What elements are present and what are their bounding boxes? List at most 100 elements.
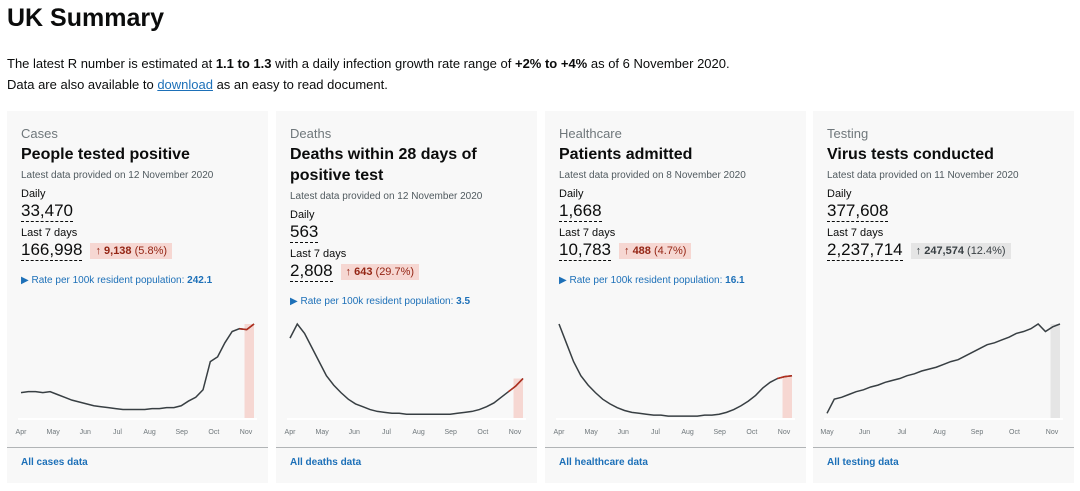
week-label: Last 7 days	[827, 227, 884, 239]
x-tick-label: Jul	[898, 429, 907, 436]
change-badge: ↑ 488 (4.7%)	[619, 243, 692, 259]
card-title: Patients admitted	[559, 146, 693, 163]
x-tick-label: Sep	[444, 429, 457, 436]
daily-value[interactable]: 33,470	[21, 201, 73, 222]
x-tick-label: Apr	[16, 429, 28, 436]
week-value[interactable]: 2,808	[290, 261, 333, 282]
x-tick-label: Sep	[175, 429, 188, 436]
trend-line	[20, 323, 255, 411]
trend-line	[558, 323, 793, 417]
x-tick-label: Aug	[143, 429, 156, 436]
card-category: Deaths	[290, 126, 332, 141]
daily-value[interactable]: 377,608	[827, 201, 889, 222]
download-link[interactable]: download	[157, 77, 213, 92]
daily-label: Daily	[290, 209, 315, 221]
change-badge: ↑ 247,574 (12.4%)	[910, 243, 1011, 259]
sparkline-chart: May Jun Jul Aug Sep Oct Nov	[820, 323, 1063, 436]
x-tick-label: May	[820, 429, 834, 436]
latest-date: Latest data provided on 8 November 2020	[559, 170, 746, 181]
week-value[interactable]: 2,237,714	[827, 240, 903, 261]
daily-label: Daily	[559, 188, 584, 200]
summary-card-cases: Cases People tested positive Latest data…	[7, 111, 268, 483]
trend-line	[826, 323, 1061, 414]
week-label: Last 7 days	[21, 227, 78, 239]
last-7-days-highlight	[1050, 324, 1060, 418]
all-data-link[interactable]: All testing data	[827, 457, 899, 468]
week-value[interactable]: 166,998	[21, 240, 83, 261]
all-data-link[interactable]: All healthcare data	[559, 457, 648, 468]
x-tick-label: Nov	[1046, 429, 1059, 436]
divider	[813, 447, 1074, 448]
daily-value[interactable]: 563	[290, 222, 319, 243]
divider	[545, 447, 806, 448]
change-badge: ↑ 9,138 (5.8%)	[90, 243, 173, 259]
x-tick-label: Jun	[618, 429, 629, 436]
x-tick-label: Sep	[713, 429, 726, 436]
latest-date: Latest data provided on 11 November 2020	[827, 170, 1019, 181]
recent-trend-line	[777, 374, 793, 380]
daily-label: Daily	[827, 188, 852, 200]
x-tick-label: May	[585, 429, 599, 436]
daily-value[interactable]: 1,668	[559, 201, 602, 222]
sparkline-chart: Apr May Jun Jul Aug Sep Oct Nov	[16, 323, 257, 436]
intro-download: Data are also available to download as a…	[7, 77, 388, 92]
card-title: People tested positive	[21, 146, 190, 163]
x-tick-label: Nov	[778, 429, 791, 436]
latest-date: Latest data provided on 12 November 2020	[290, 191, 483, 202]
x-tick-label: Apr	[285, 429, 297, 436]
trend-line	[289, 322, 524, 415]
x-tick-label: Jul	[382, 429, 391, 436]
week-value[interactable]: 10,783	[559, 240, 611, 261]
rate-toggle[interactable]: ▶ Rate per 100k resident population: 3.5	[290, 296, 471, 307]
all-data-link[interactable]: All deaths data	[290, 457, 362, 468]
triangle-right-icon: ▶	[290, 296, 298, 307]
x-tick-label: Jun	[859, 429, 870, 436]
x-tick-label: Nov	[240, 429, 253, 436]
x-tick-label: Sep	[971, 429, 984, 436]
x-tick-label: Oct	[477, 429, 488, 436]
divider	[276, 447, 537, 448]
summary-card-testing: Testing Virus tests conducted Latest dat…	[813, 111, 1074, 483]
change-badge: ↑ 643 (29.7%)	[340, 264, 420, 280]
x-tick-label: Jun	[80, 429, 91, 436]
sparkline-chart: Apr May Jun Jul Aug Sep Oct Nov	[554, 323, 795, 436]
arrow-up-icon: ↑	[915, 245, 922, 257]
x-tick-label: Aug	[681, 429, 694, 436]
x-tick-label: Jul	[113, 429, 122, 436]
last-7-days-highlight	[782, 375, 792, 418]
x-tick-label: Oct	[1009, 429, 1020, 436]
last-7-days-highlight	[513, 378, 523, 418]
x-tick-label: Apr	[554, 429, 566, 436]
x-tick-label: May	[316, 429, 330, 436]
x-tick-label: Jul	[651, 429, 660, 436]
intro-r-number: The latest R number is estimated at 1.1 …	[7, 56, 730, 71]
week-label: Last 7 days	[559, 227, 616, 239]
latest-date: Latest data provided on 12 November 2020	[21, 170, 214, 181]
triangle-right-icon: ▶	[559, 275, 567, 286]
all-data-link[interactable]: All cases data	[21, 457, 88, 468]
recent-trend-line	[239, 323, 255, 331]
x-tick-label: Nov	[509, 429, 522, 436]
page-title: UK Summary	[7, 4, 164, 32]
card-title: Virus tests conducted	[827, 146, 994, 163]
x-tick-label: Aug	[412, 429, 425, 436]
x-tick-label: Oct	[746, 429, 757, 436]
daily-label: Daily	[21, 188, 46, 200]
arrow-up-icon: ↑	[95, 245, 101, 257]
week-label: Last 7 days	[290, 248, 347, 260]
x-tick-label: Aug	[933, 429, 946, 436]
triangle-right-icon: ▶	[21, 275, 29, 286]
x-tick-label: May	[47, 429, 61, 436]
recent-trend-line	[507, 377, 524, 393]
rate-toggle[interactable]: ▶ Rate per 100k resident population: 16.…	[559, 275, 745, 286]
summary-card-healthcare: Healthcare Patients admitted Latest data…	[545, 111, 806, 483]
summary-card-deaths: Deaths Deaths within 28 days of positive…	[276, 111, 537, 483]
card-category: Testing	[827, 126, 869, 141]
last-7-days-highlight	[244, 324, 254, 418]
card-title: Deaths within 28 days of positive test	[290, 146, 477, 184]
card-category: Cases	[21, 126, 58, 141]
divider	[7, 447, 268, 448]
rate-toggle[interactable]: ▶ Rate per 100k resident population: 242…	[21, 275, 213, 286]
arrow-up-icon: ↑	[624, 245, 630, 257]
sparkline-chart: Apr May Jun Jul Aug Sep Oct Nov	[285, 322, 526, 436]
